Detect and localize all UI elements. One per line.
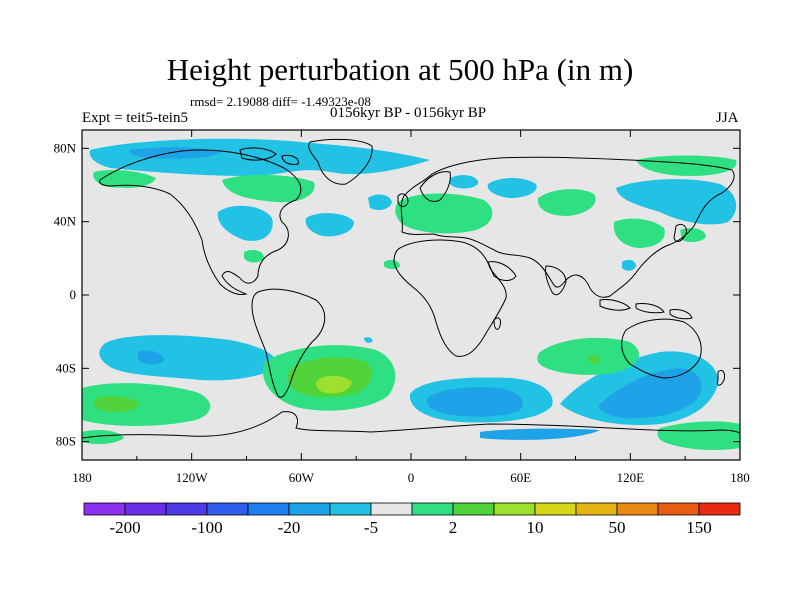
lat-tick-label: 80S [56,434,76,449]
lon-tick-label: 60W [289,470,315,485]
season-label: JJA [716,110,739,126]
contour-core-south-pacific [93,396,140,412]
colorbar-swatch [411,502,454,516]
contour-positive-antarctic-east [82,430,124,445]
contour-negative-pacific-sw [99,335,277,381]
lon-tick-label: 180 [730,470,750,485]
colorbar-swatch [247,502,290,516]
colorbar-swatch [452,502,495,516]
coastline-indonesia [599,299,693,320]
colorbar-label: -200 [109,518,140,537]
longitude-axis: 180 120W 60W 0 60E 120E 180 [72,130,750,485]
contour-core-south-pole [480,428,600,440]
coastline-south-america [251,288,326,398]
lat-tick-label: 0 [70,287,77,302]
colorbar-swatch [575,502,618,516]
colorbar-label: -5 [364,518,378,537]
colorbar-label: 2 [449,518,458,537]
perturbation-field [82,138,740,450]
contour-positive-north-america [222,174,315,203]
lat-tick-label: 40N [54,214,77,229]
colorbar-swatch [657,502,700,516]
contour-core-indian-ocean [588,355,601,364]
contour-positive-us [244,250,264,263]
lon-tick-label: 0 [408,470,415,485]
coastline-arctic-islands [239,147,299,165]
contour-core-southern-ocean [426,387,524,417]
colorbar-swatch [493,502,536,516]
contour-positive-europe [395,193,493,234]
colorbar-swatch [83,502,126,516]
colorbar-label: -100 [191,518,222,537]
contour-core-pacific-sw [138,350,164,365]
contour-negative-siberia-east [450,175,479,189]
colorbar-label: 10 [527,518,544,537]
colorbar [83,502,741,516]
colorbar-swatch [329,502,372,516]
coastline-eurasia [400,156,735,298]
coastline-north-america [99,149,302,295]
colorbar-swatch [124,502,167,516]
latitude-axis: 80N 40N 0 40S 80S [54,140,740,449]
contour-negative-siberia [487,178,537,198]
contour-negative-greenland [368,194,392,210]
colorbar-swatch [206,502,249,516]
contour-positive-south-pacific [82,383,211,426]
contour-negative-east-asia [622,259,636,271]
lon-tick-label: 180 [72,470,92,485]
lat-tick-label: 80N [54,140,77,155]
contour-negative-pacific-small [364,337,373,343]
contour-positive-central-asia [537,189,596,216]
lon-tick-label: 60E [510,470,531,485]
colorbar-swatch [616,502,659,516]
coastline-africa [393,239,507,357]
contour-positive-arctic-east [636,155,737,176]
colorbar-label: 50 [609,518,626,537]
contour-negative-asia [616,179,737,225]
colorbar-swatch [288,502,331,516]
coastline-greenland [308,138,373,185]
coastline-madagascar [493,317,501,330]
experiment-label: Expt = teit5-tein5 [82,110,188,126]
plot-title: Height perturbation at 500 hPa (in m) [166,52,634,87]
period-label: 0156kyr BP - 0156kyr BP [329,105,487,121]
lat-tick-label: 40S [56,360,76,375]
colorbar-swatch [534,502,577,516]
contour-negative-canada [217,205,273,241]
contour-max-south-atlantic [315,375,352,394]
colorbar-swatch [698,502,741,516]
coastline-japan [673,223,687,242]
colorbar-label: 150 [686,518,712,537]
contour-negative-atlantic [305,213,354,237]
contour-positive-southeast [657,421,740,450]
lon-tick-label: 120E [617,470,645,485]
coastline-new-zealand [717,369,725,386]
colorbar-swatch [370,502,413,516]
coastline-australia [621,318,702,379]
coastline-antarctica [82,411,740,439]
colorbar-swatch [165,502,208,516]
contour-core-australia-south [598,368,702,419]
coastline-scandinavia [419,171,451,202]
rmsd-label: rmsd= 2.19088 diff= -1.49323e-08 [190,94,371,109]
colorbar-label: -20 [278,518,301,537]
coastlines [82,138,740,439]
lon-tick-label: 120W [176,470,209,485]
coastline-uk [397,193,409,207]
colorbar-labels: -200 -100 -20 -5 2 10 50 150 [109,518,711,537]
contour-positive-east-asia [613,218,665,248]
coastline-arabia-india [487,261,567,296]
